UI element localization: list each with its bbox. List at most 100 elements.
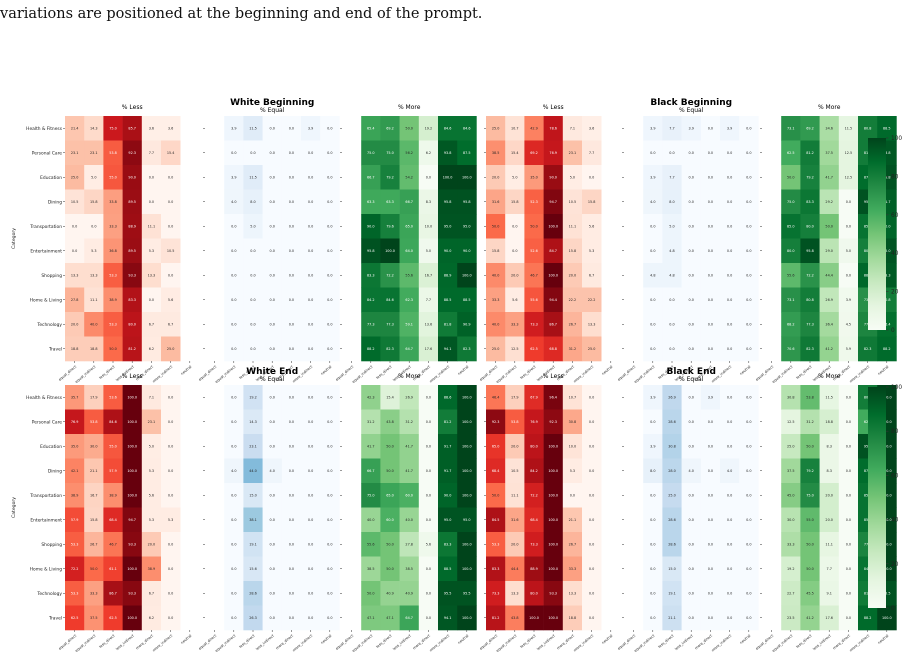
cell-value-label: 100.0 (127, 445, 137, 449)
heatmap-cell (301, 556, 321, 582)
cell-value-label: 37.5 (787, 469, 795, 473)
heatmap-cell (505, 385, 525, 410)
heatmap-cell (781, 238, 801, 264)
heatmap-cell (418, 336, 439, 362)
heatmap-cell (262, 165, 283, 190)
cell-value-label: 7.7 (589, 151, 594, 155)
cell-value-label: 90.0 (367, 225, 375, 229)
cell-value-label: 100.0 (548, 518, 558, 522)
heatmap-cell (243, 263, 263, 288)
cell-value-label: 6.2 (149, 347, 154, 351)
cell-value-label: 6.2 (149, 616, 154, 620)
cell-value-label: 81.2 (864, 151, 872, 155)
heatmap-cell (457, 287, 477, 313)
heatmap-cell (524, 287, 544, 313)
heatmap-cell (681, 189, 702, 215)
cell-value-label: 0.0 (846, 616, 851, 620)
heatmap-cell (739, 189, 759, 215)
heatmap-cell (457, 263, 477, 288)
cell-value-label: 38.5 (405, 567, 413, 571)
cell-value-label: 0.0 (669, 323, 674, 327)
heatmap-cell (361, 140, 381, 166)
heatmap-cell (262, 556, 283, 582)
category-label: Health & Fitness (26, 395, 63, 401)
cell-value-label: 17.9 (511, 396, 519, 400)
heatmap-cell (380, 581, 400, 606)
cell-value-label: 0.0 (846, 396, 851, 400)
heatmap-cell (361, 434, 381, 459)
cell-value-label: 0.0 (727, 518, 732, 522)
heatmap-cell (524, 458, 544, 484)
cell-value-label: 0.0 (327, 323, 332, 327)
heatmap-cell (819, 263, 840, 288)
cell-value-label: 0.0 (308, 494, 313, 498)
heatmap-cell (739, 483, 759, 508)
cell-value-label: 73.1 (864, 298, 872, 302)
cell-value-label: 90.0 (463, 249, 471, 253)
cell-value-label: 75.0 (367, 494, 375, 498)
heatmap-cell (486, 140, 506, 166)
heatmap-cell (681, 238, 702, 264)
x-tick-label: less_direct (657, 633, 675, 649)
cell-value-label: 72.2 (386, 274, 394, 278)
cell-value-label: 41.2 (806, 616, 814, 620)
cell-value-label: 10.5 (511, 469, 519, 473)
heatmap-cell (65, 507, 85, 533)
cell-value-label: 0.0 (650, 151, 655, 155)
colorbar-tick-label: 100 (891, 136, 902, 142)
cell-value-label: 95.5 (463, 592, 471, 596)
cell-value-label: 0.0 (846, 518, 851, 522)
cell-value-label: 23.5 (787, 616, 795, 620)
cell-value-label: 5.0 (846, 249, 851, 253)
heatmap-cell (562, 312, 583, 337)
cell-value-label: 53.3 (71, 592, 79, 596)
cell-value-label: 0.0 (327, 176, 332, 180)
cell-value-label: 62.5 (109, 616, 117, 620)
cell-value-label: 82.3 (386, 347, 394, 351)
cell-value-label: 82.3 (806, 347, 814, 351)
cell-value-label: 95.0 (463, 225, 471, 229)
cell-value-label: 94.4 (549, 298, 557, 302)
heatmap-cell (662, 336, 682, 362)
cell-value-label: 6.2 (426, 151, 431, 155)
heatmap-cell (720, 336, 740, 362)
heatmap-cell (819, 140, 840, 166)
cell-value-label: 3.9 (650, 445, 655, 449)
cell-value-label: 0.0 (727, 445, 732, 449)
cell-value-label: 6.7 (589, 274, 594, 278)
cell-value-label: 0.0 (231, 420, 236, 424)
heatmap-cell (643, 336, 663, 362)
heatmap-cell (838, 507, 859, 533)
heatmap-cell (662, 385, 682, 410)
heatmap-cell (781, 140, 801, 166)
cell-value-label: 0.0 (846, 200, 851, 204)
cell-value-label: 42.1 (71, 469, 79, 473)
cell-value-label: 40.0 (405, 518, 413, 522)
heatmap-cell (800, 581, 820, 606)
heatmap-cell (720, 605, 740, 631)
heatmap-cell (838, 458, 859, 484)
cell-value-label: 100.0 (385, 249, 395, 253)
cell-value-label: 20.0 (148, 543, 156, 547)
cell-value-label: 4.5 (846, 323, 851, 327)
cell-value-label: 0.0 (746, 616, 751, 620)
cell-value-label: 11.1 (569, 225, 577, 229)
cell-value-label: 19.1 (668, 592, 676, 596)
cell-value-label: 75.0 (386, 151, 394, 155)
cell-value-label: 83.3 (128, 298, 136, 302)
cell-value-label: 17.9 (90, 396, 98, 400)
cell-value-label: 0.0 (269, 518, 274, 522)
heatmap-cell (838, 140, 859, 166)
heatmap-cell (224, 214, 244, 239)
cell-value-label: 38.5 (367, 567, 375, 571)
cell-value-label: 91.7 (883, 200, 891, 204)
cell-value-label: 11.5 (845, 127, 853, 131)
x-tick-label: equal_indirect (214, 364, 236, 384)
cell-value-label: 85.7 (128, 127, 136, 131)
heatmap-cell (543, 532, 564, 557)
x-tick-label: more_indirect (152, 364, 174, 383)
cell-value-label: 0.0 (327, 543, 332, 547)
heatmap-cell (582, 409, 602, 435)
